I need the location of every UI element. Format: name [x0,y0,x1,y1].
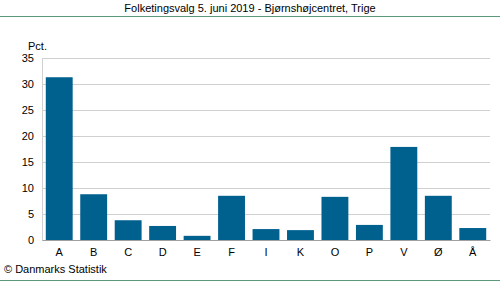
footer-rule [0,280,500,281]
bar [149,226,176,240]
y-tick: 20 [22,130,42,142]
x-tick: V [400,240,408,258]
grid-line [42,162,490,163]
y-tick: 35 [22,52,42,64]
y-tick-label: 5 [28,208,34,220]
x-tick-label: I [264,246,267,258]
x-tick-label: Å [469,246,477,258]
x-tick-label: C [124,246,132,258]
x-tick: O [331,240,340,258]
y-tick-label: 35 [22,52,34,64]
bars [46,77,486,240]
grid-line [42,84,490,85]
y-tick: 15 [22,156,42,168]
bar [218,196,245,240]
grid [42,59,490,241]
bar [356,225,383,240]
x-tick: P [366,240,373,258]
bar [253,229,280,240]
x-tick-label: E [193,246,200,258]
bar [46,77,73,240]
bar [184,236,211,240]
x-tick-label: V [400,246,408,258]
x-axis: ABCDEFIKOPVØÅ [43,240,491,258]
y-tick-label: 0 [28,234,34,246]
x-tick: F [228,240,235,258]
x-tick: C [124,240,132,258]
x-tick-label: Ø [434,246,443,258]
y-tick: 5 [28,208,42,220]
bar [80,194,107,240]
x-tick-label: P [366,246,373,258]
y-tick-label: 20 [22,130,34,142]
source-note: © Danmarks Statistik [4,263,107,275]
header-rule [0,16,500,17]
grid-line [42,240,490,241]
y-tick-label: 30 [22,78,34,90]
bar [459,228,486,240]
grid-line [42,110,490,111]
bar [115,220,142,240]
x-tick: D [159,240,167,258]
grid-line [42,188,490,189]
x-tick-label: F [228,246,235,258]
y-axis: 0 5 10 15 20 25 30 35 [22,52,43,246]
x-tick: E [193,240,200,258]
y-tick: 10 [22,182,42,194]
grid-line [42,214,490,215]
x-tick: I [264,240,267,258]
y-tick: 0 [28,234,42,246]
bar [390,147,417,240]
grid-line [42,136,490,137]
y-axis-title: Pct. [28,40,47,52]
y-tick-label: 10 [22,182,34,194]
x-tick: Å [469,240,477,258]
x-tick: A [56,240,64,258]
title: Folketingsvalg 5. juni 2019 - Bjørnshøjc… [124,2,375,14]
y-tick: 25 [22,104,42,116]
x-tick-label: D [159,246,167,258]
x-tick: K [297,240,305,258]
bar [321,197,348,240]
x-tick-label: O [331,246,340,258]
y-tick-label: 25 [22,104,34,116]
x-tick: Ø [434,240,443,258]
bar [287,230,314,240]
x-axis-line [43,240,491,241]
grid-line [42,58,490,59]
y-axis-line [42,59,43,241]
bar [425,196,452,240]
x-tick-label: B [90,246,97,258]
x-tick-label: K [297,246,305,258]
y-tick: 30 [22,78,42,90]
x-tick: B [90,240,97,258]
y-tick-label: 15 [22,156,34,168]
x-tick-label: A [56,246,64,258]
